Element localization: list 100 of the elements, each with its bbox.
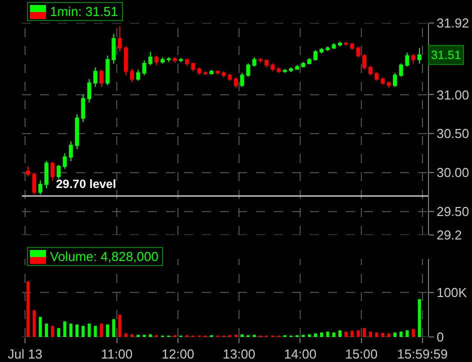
x-tick-label: 11:00 <box>100 346 133 362</box>
candlestick <box>216 70 220 75</box>
candlestick <box>314 50 318 61</box>
x-tick-label: 12:00 <box>162 346 194 362</box>
bar <box>308 334 311 337</box>
bar <box>57 328 60 337</box>
candlestick <box>386 80 391 88</box>
candlestick <box>178 58 183 62</box>
candlestick <box>282 68 287 74</box>
candlestick <box>258 58 262 64</box>
candlestick <box>405 52 410 68</box>
y-tick-label: 29.50 <box>436 204 470 220</box>
candlestick <box>246 63 250 78</box>
candlestick <box>87 78 92 103</box>
candlestick <box>234 77 238 88</box>
bar <box>69 324 72 337</box>
bar <box>314 333 318 337</box>
y-tick-label: 31.00 <box>436 87 470 102</box>
bar <box>418 299 421 337</box>
candlestick <box>44 160 48 189</box>
candlestick <box>118 26 122 52</box>
candlestick <box>295 64 300 70</box>
candlestick <box>38 180 42 195</box>
candlestick <box>160 56 165 64</box>
x-tick-label: 15:00 <box>345 346 378 362</box>
candlestick <box>417 47 422 64</box>
candlestick <box>344 41 348 46</box>
y-tick-label: 31.92 <box>436 16 470 31</box>
x-tick-label: Jul 13 <box>8 346 42 362</box>
candlestick <box>338 41 342 47</box>
candlestick <box>380 77 385 86</box>
bar <box>332 332 336 337</box>
candlestick <box>32 172 36 195</box>
candlestick <box>50 161 55 181</box>
candlestick <box>326 46 330 52</box>
candlestick <box>392 72 397 88</box>
bar <box>130 334 134 337</box>
candlestick <box>270 63 275 72</box>
bar <box>118 314 122 337</box>
candlestick <box>62 152 67 170</box>
bar <box>76 324 79 337</box>
y-tick-label: 30.00 <box>436 165 470 180</box>
chart-title: Volume: 4,828,000 <box>50 249 158 264</box>
candlestick <box>362 54 366 70</box>
bar <box>94 326 97 337</box>
candlestick <box>264 59 269 68</box>
candlestick <box>411 54 416 64</box>
bar <box>148 334 152 337</box>
bar <box>412 328 415 337</box>
bar <box>326 332 330 337</box>
candlestick <box>112 33 116 64</box>
candlestick <box>56 164 61 180</box>
candlestick <box>252 56 256 68</box>
bar <box>344 332 348 337</box>
bar <box>88 324 91 337</box>
bar <box>375 332 378 337</box>
candlestick <box>172 56 177 64</box>
candlestick <box>68 140 73 162</box>
candlestick <box>374 72 379 82</box>
bar <box>44 324 48 337</box>
y-tick-label: 100K <box>436 284 468 300</box>
candlestick <box>276 66 281 74</box>
candlestick <box>166 56 171 62</box>
chart-title: 1min: 31.51 <box>50 4 118 19</box>
bar <box>362 328 366 337</box>
annotation: 31.51 <box>431 48 462 62</box>
bar <box>350 330 354 337</box>
candlestick <box>332 42 336 50</box>
candlestick <box>26 166 30 178</box>
candlestick <box>350 42 354 50</box>
candlestick <box>210 69 214 75</box>
bar <box>387 333 390 337</box>
bar <box>369 332 372 337</box>
bar <box>406 330 409 337</box>
bar <box>100 324 104 337</box>
bar <box>82 326 85 337</box>
candlestick <box>142 60 146 76</box>
candlestick <box>197 66 202 75</box>
bar <box>112 319 116 337</box>
candlestick <box>240 72 244 88</box>
x-tick-label: 13:00 <box>222 346 256 362</box>
bar <box>106 324 110 337</box>
candlestick <box>228 73 232 82</box>
bar <box>393 332 397 337</box>
candlestick <box>75 114 80 150</box>
candlestick <box>136 69 140 82</box>
ref-line-label: 29.70 level <box>56 177 116 191</box>
candlestick <box>307 58 312 65</box>
candlestick <box>185 58 190 66</box>
x-tick-label: 14:00 <box>284 346 316 362</box>
bar <box>51 326 54 337</box>
bar <box>356 330 360 337</box>
bar <box>240 334 244 337</box>
candlestick <box>289 66 294 73</box>
bar <box>338 330 342 337</box>
bar <box>320 332 324 337</box>
bar <box>32 310 36 337</box>
candlestick <box>154 55 159 66</box>
bar <box>381 332 384 337</box>
candlestick <box>356 46 360 58</box>
